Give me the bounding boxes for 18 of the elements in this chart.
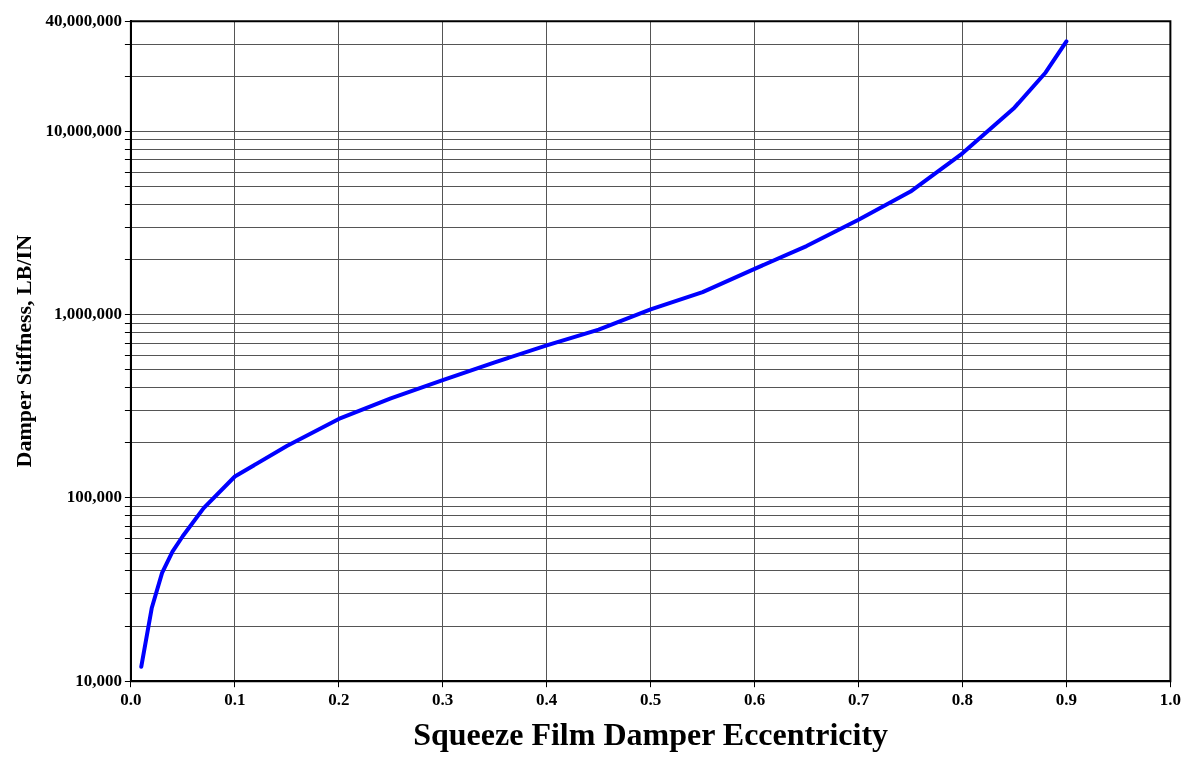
- x-tick-label: 1.0: [1159, 689, 1181, 709]
- y-tick-label: 40,000,000: [45, 10, 122, 30]
- x-tick-label: 0.0: [120, 689, 142, 709]
- y-axis-title: Damper Stiffness, LB/IN: [10, 234, 36, 468]
- x-tick-label: 0.7: [847, 689, 870, 709]
- x-tick-label: 0.9: [1055, 689, 1078, 709]
- y-tick-label: 10,000,000: [45, 120, 122, 140]
- x-tick-label: 0.1: [224, 689, 246, 709]
- x-tick-label: 0.6: [743, 689, 766, 709]
- y-tick-label: 1,000,000: [53, 304, 122, 324]
- y-tick-label: 10,000: [75, 670, 122, 690]
- x-tick-label: 0.3: [432, 689, 454, 709]
- x-tick-label: 0.2: [328, 689, 350, 709]
- x-tick-label: 0.4: [536, 689, 558, 709]
- x-tick-label: 0.5: [640, 689, 662, 709]
- x-tick-label: 0.8: [951, 689, 974, 709]
- x-axis-title: Squeeze Film Damper Eccentricity: [413, 716, 889, 753]
- y-tick-label: 100,000: [66, 487, 122, 507]
